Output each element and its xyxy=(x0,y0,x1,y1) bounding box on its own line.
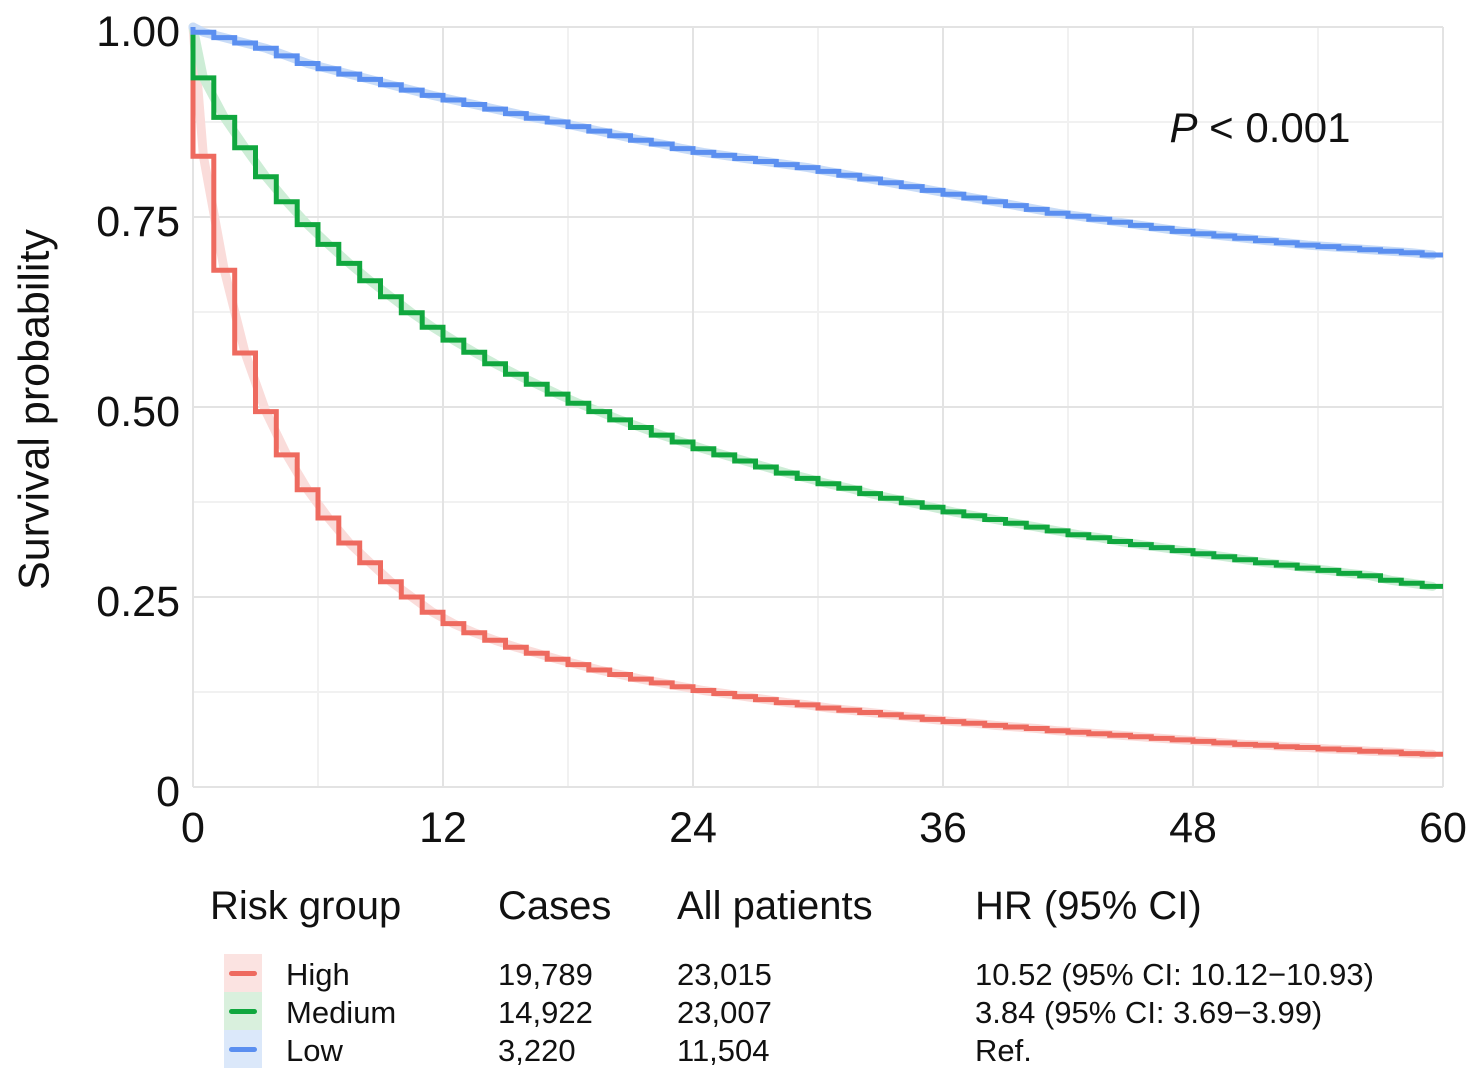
y-tick-label: 0.25 xyxy=(96,578,180,626)
legend-group-label: Medium xyxy=(286,995,397,1030)
legend-cases-value: 14,922 xyxy=(498,995,593,1030)
legend-key-high xyxy=(224,954,262,992)
legend-group-label: Low xyxy=(286,1033,343,1068)
legend-header-risk-group: Risk group xyxy=(210,884,402,928)
x-tick-label: 24 xyxy=(669,804,717,852)
legend-hr-value: Ref. xyxy=(975,1033,1032,1068)
legend-header-hr: HR (95% CI) xyxy=(975,884,1202,928)
legend-cases-value: 19,789 xyxy=(498,957,593,992)
y-tick-label: 0.50 xyxy=(96,388,180,436)
x-tick-label: 0 xyxy=(181,804,205,852)
survival-curve-high xyxy=(190,27,1443,757)
y-tick-label: 0 xyxy=(156,768,180,816)
survival-curve-low xyxy=(190,27,1443,258)
legend-key-line-medium xyxy=(229,1008,257,1014)
legend-all-patients-value: 23,015 xyxy=(677,957,772,992)
legend-hr-value: 10.52 (95% CI: 10.12−10.93) xyxy=(975,957,1374,992)
legend-key-medium xyxy=(224,992,262,1030)
x-tick-label: 48 xyxy=(1169,804,1217,852)
x-tick-label: 36 xyxy=(919,804,967,852)
p-value-text: < 0.001 xyxy=(1197,104,1351,151)
legend-group-label: High xyxy=(286,957,350,992)
p-value-annotation: P < 0.001 xyxy=(1140,104,1380,152)
legend-header-cases: Cases xyxy=(498,884,612,928)
survival-curve-medium xyxy=(190,27,1443,589)
legend-all-patients-value: 11,504 xyxy=(677,1033,770,1068)
legend-hr-value: 3.84 (95% CI: 3.69−3.99) xyxy=(975,995,1323,1030)
legend-header-all-patients: All patients xyxy=(677,884,873,928)
legend-key-low xyxy=(224,1030,262,1068)
y-tick-label: 1.00 xyxy=(96,8,180,56)
legend-key-line-high xyxy=(229,970,257,976)
y-tick-label: 0.75 xyxy=(96,198,180,246)
legend-key-line-low xyxy=(229,1046,257,1052)
legend-all-patients-value: 23,007 xyxy=(677,995,772,1030)
y-axis-title: Survival probability xyxy=(10,229,59,590)
x-tick-label: 60 xyxy=(1419,804,1467,852)
p-value-symbol: P xyxy=(1169,104,1198,151)
x-tick-label: 12 xyxy=(419,804,467,852)
legend-cases-value: 3,220 xyxy=(498,1033,576,1068)
